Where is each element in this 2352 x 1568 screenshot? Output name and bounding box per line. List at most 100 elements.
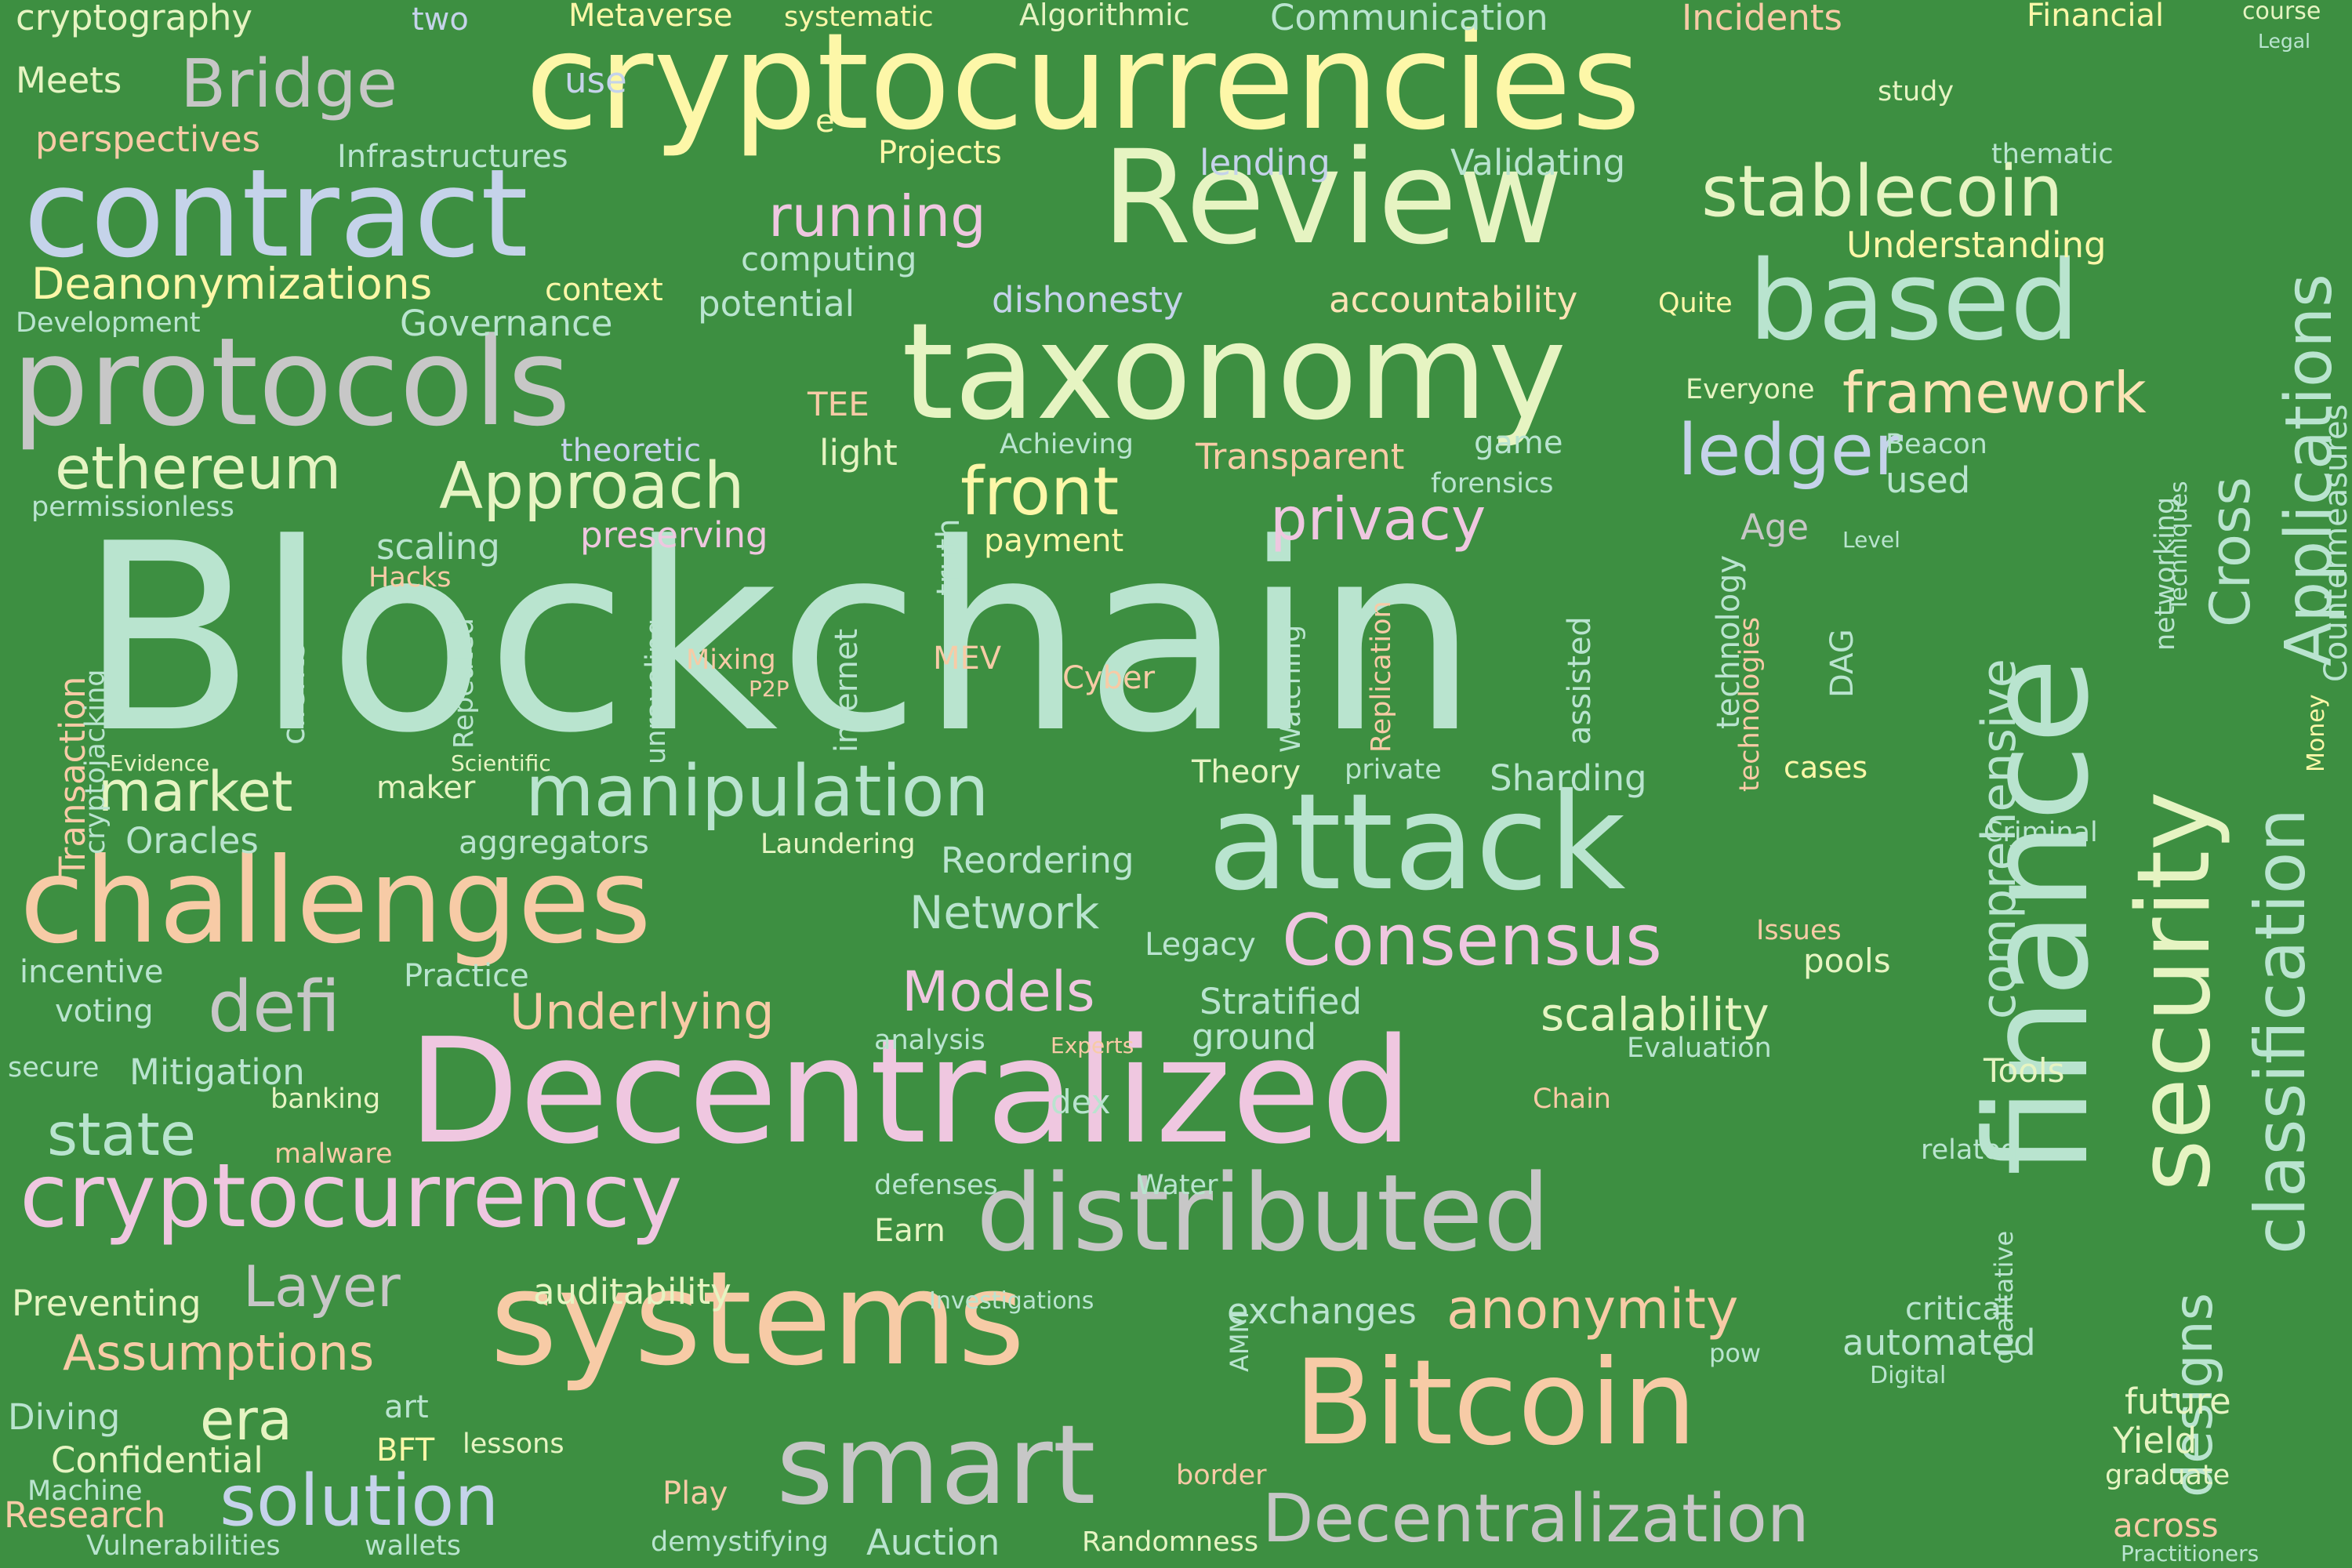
word-digital: Digital bbox=[1870, 1362, 1947, 1389]
word-chain: Chain bbox=[1533, 1083, 1611, 1115]
word-computing: computing bbox=[741, 240, 917, 278]
word-lending: lending bbox=[1200, 142, 1330, 183]
word-truth: truth bbox=[931, 518, 967, 596]
word-models: Models bbox=[902, 960, 1095, 1024]
word-repeated: Repeated bbox=[448, 618, 480, 749]
word-framework: framework bbox=[1842, 360, 2147, 426]
word-beacon: Beacon bbox=[1886, 429, 1987, 460]
word-smart: smart bbox=[776, 1402, 1096, 1530]
word-age: Age bbox=[1740, 506, 1809, 548]
word-security: security bbox=[2116, 790, 2233, 1192]
word-analysis: analysis bbox=[874, 1025, 985, 1056]
word-algorithmic: Algorithmic bbox=[1019, 0, 1190, 32]
word-assisted: assisted bbox=[1562, 616, 1598, 745]
word-governance: Governance bbox=[400, 303, 613, 344]
word-incidents: Incidents bbox=[1682, 0, 1842, 38]
word-study: study bbox=[1878, 76, 1955, 107]
word-cryptography: cryptography bbox=[16, 0, 252, 38]
word-protocols: protocols bbox=[12, 311, 572, 453]
word-payment: payment bbox=[984, 523, 1124, 559]
word-game: game bbox=[1474, 425, 1563, 461]
word-ground: ground bbox=[1192, 1016, 1317, 1058]
word-tools: Tools bbox=[1984, 1051, 2065, 1090]
word-earn: Earn bbox=[874, 1213, 946, 1249]
word-ledger: ledger bbox=[1678, 409, 1904, 492]
word-perspectives: perspectives bbox=[35, 118, 261, 160]
word-privacy: privacy bbox=[1270, 485, 1486, 554]
word-money: Money bbox=[2303, 694, 2330, 772]
word-reordering: Reordering bbox=[941, 840, 1134, 881]
word-qualitative: qualitative bbox=[1989, 1230, 2019, 1364]
word-layer: Layer bbox=[243, 1254, 401, 1319]
word-lessons: lessons bbox=[463, 1428, 564, 1460]
word-cryptocurrency: cryptocurrency bbox=[20, 1145, 683, 1247]
word-across: across bbox=[2113, 1506, 2219, 1544]
word-research: Research bbox=[4, 1494, 166, 1536]
word-use: use bbox=[564, 60, 627, 101]
word-countermeasures: Countermeasures bbox=[2318, 404, 2352, 682]
word-contract: contract bbox=[24, 143, 528, 285]
word-tee: TEE bbox=[808, 385, 869, 423]
word-two: two bbox=[412, 2, 469, 38]
word-systematic: systematic bbox=[784, 2, 934, 33]
word-investigations: Investigations bbox=[929, 1287, 1094, 1315]
word-market: market bbox=[98, 760, 293, 824]
word-voting: voting bbox=[55, 993, 154, 1029]
word-context: context bbox=[545, 272, 663, 308]
word-front: front bbox=[960, 453, 1120, 531]
word-anonymity: anonymity bbox=[1446, 1277, 1739, 1341]
word-scaling: scaling bbox=[376, 526, 500, 568]
word-manipulation: manipulation bbox=[525, 750, 989, 833]
word-defi: defi bbox=[208, 966, 341, 1048]
word-state: state bbox=[47, 1100, 196, 1169]
word-play: Play bbox=[662, 1475, 728, 1512]
word-challenges: challenges bbox=[20, 833, 652, 970]
word-sharding: Sharding bbox=[1490, 757, 1647, 799]
word-used: used bbox=[1886, 459, 1971, 501]
word-achieving: Achieving bbox=[1000, 429, 1134, 460]
word-p2p: P2P bbox=[749, 676, 789, 702]
word-experts: Experts bbox=[1051, 1033, 1134, 1058]
word-art: art bbox=[384, 1389, 429, 1425]
word-understanding: Understanding bbox=[1846, 224, 2107, 266]
word-theory: Theory bbox=[1192, 754, 1301, 790]
word-criminal: Criminal bbox=[1984, 817, 2098, 848]
word-related: related bbox=[1921, 1134, 2018, 1166]
word-decentralization: Decentralization bbox=[1262, 1480, 1809, 1558]
word-exchanges: exchanges bbox=[1227, 1290, 1417, 1332]
word-border: border bbox=[1176, 1460, 1267, 1491]
word-bft: BFT bbox=[376, 1432, 435, 1468]
word-permissionless: permissionless bbox=[31, 492, 234, 523]
word-accountability: accountability bbox=[1329, 279, 1578, 321]
word-demystifying: demystifying bbox=[651, 1526, 829, 1558]
word-randomness: Randomness bbox=[1082, 1526, 1259, 1558]
word-financial: Financial bbox=[2027, 0, 2165, 34]
word-network: Network bbox=[909, 886, 1100, 939]
word-evaluation: Evaluation bbox=[1627, 1033, 1772, 1064]
word-running: running bbox=[768, 183, 986, 249]
word-taxonomy: taxonomy bbox=[902, 295, 1567, 450]
word-cyber: Cyber bbox=[1062, 660, 1156, 696]
word-decentralized: Decentralized bbox=[408, 1007, 1414, 1176]
word-automated: automated bbox=[1842, 1322, 2036, 1363]
word-solution: solution bbox=[220, 1460, 499, 1542]
word-future: future bbox=[2125, 1381, 2231, 1422]
word-cases: cases bbox=[1784, 750, 1868, 785]
word-dag: DAG bbox=[1824, 629, 1860, 698]
word-systems: systems bbox=[490, 1243, 1025, 1394]
word-based: based bbox=[1748, 238, 2080, 365]
word-oracles: Oracles bbox=[125, 820, 259, 862]
word-cryptojacking: cryptojacking bbox=[80, 669, 111, 855]
word-practice: Practice bbox=[404, 958, 529, 994]
word-forensics: forensics bbox=[1431, 468, 1554, 499]
word-transparent: Transparent bbox=[1196, 436, 1405, 477]
word-preventing: Preventing bbox=[12, 1283, 201, 1324]
word-diving: Diving bbox=[8, 1396, 121, 1438]
word-wallets: wallets bbox=[365, 1530, 462, 1562]
word-graduate: graduate bbox=[2105, 1460, 2230, 1491]
word-distributed: distributed bbox=[976, 1152, 1551, 1275]
word-era: era bbox=[200, 1387, 293, 1453]
word-unraveling: unraveling bbox=[641, 618, 672, 764]
word-clients: clients bbox=[276, 642, 312, 745]
word-attack: attack bbox=[1207, 765, 1626, 920]
